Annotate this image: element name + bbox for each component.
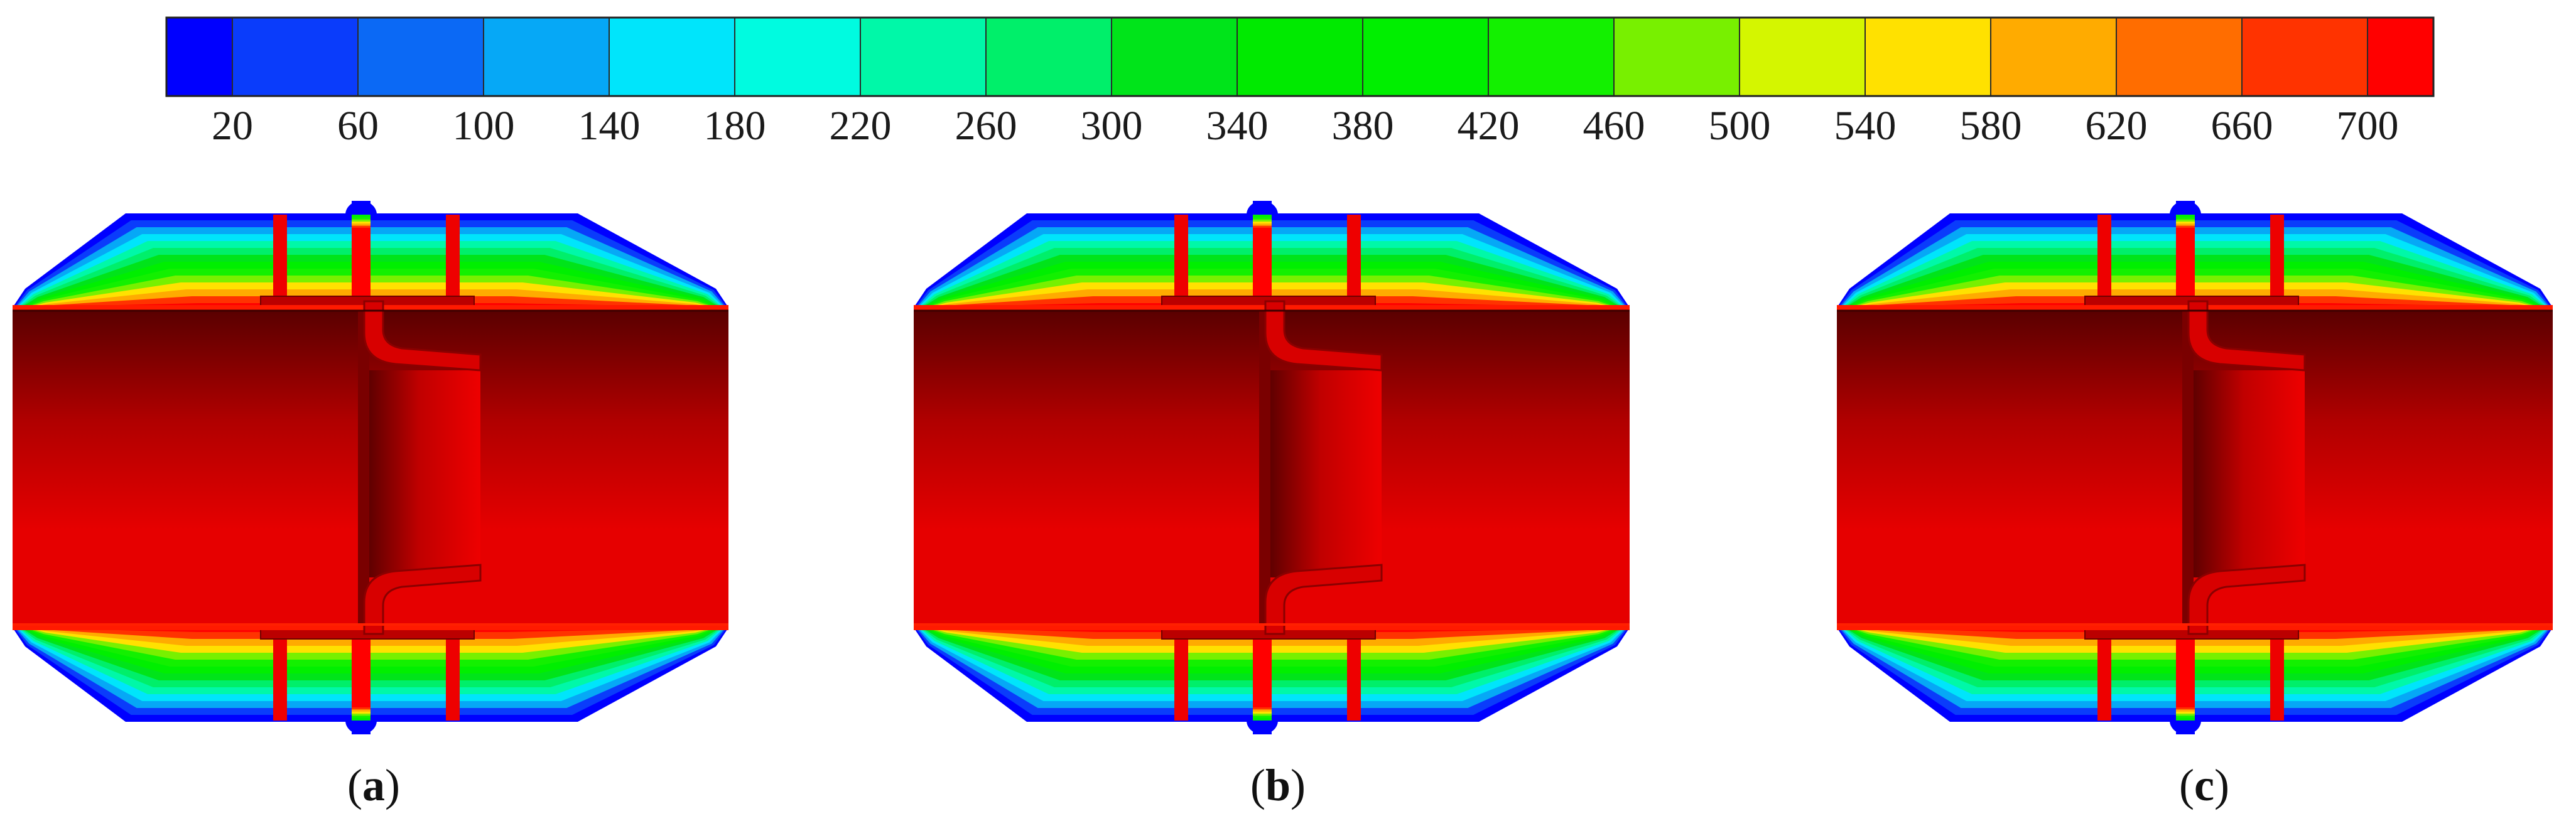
upper-housing <box>13 201 728 311</box>
legend-swatch <box>1111 17 1238 97</box>
lower-hook <box>1264 564 1383 635</box>
legend-tick-label: 620 <box>2085 103 2148 149</box>
temperature-contour-plot <box>914 201 1630 734</box>
lower-hook <box>363 564 482 635</box>
legend-tick-label: 300 <box>1080 103 1143 149</box>
panel-c <box>1837 188 2576 747</box>
top-bump <box>2170 201 2201 215</box>
temperature-contour-plot <box>13 201 728 734</box>
legend-tick-label: 380 <box>1331 103 1394 149</box>
legend-swatch <box>734 17 862 97</box>
legend-tick-label: 580 <box>1959 103 2022 149</box>
legend-tick-label: 700 <box>2336 103 2399 149</box>
legend-tick-label: 140 <box>578 103 641 149</box>
panel-a <box>13 188 760 747</box>
panel-b <box>914 188 1661 747</box>
legend-tick-label: 500 <box>1708 103 1771 149</box>
legend-swatch <box>2241 17 2369 97</box>
legend-swatch <box>232 17 359 97</box>
legend-swatch <box>1488 17 1615 97</box>
legend-swatch <box>1613 17 1741 97</box>
legend-swatch <box>2367 17 2435 97</box>
caption-a: (a) <box>347 760 400 810</box>
legend-swatch <box>483 17 610 97</box>
upper-housing <box>914 201 1630 311</box>
lower-housing <box>1837 624 2553 734</box>
upper-hook <box>363 300 482 372</box>
inner-chamber <box>2182 370 2305 577</box>
caption-c: (c) <box>2179 760 2229 810</box>
legend-swatch <box>2116 17 2243 97</box>
legend-tick-label: 60 <box>337 103 379 149</box>
legend-tick-label: 180 <box>703 103 766 149</box>
legend-tick-label: 20 <box>212 103 253 149</box>
legend-swatch <box>166 17 234 97</box>
legend-swatch <box>1990 17 2118 97</box>
inner-chamber <box>1259 370 1382 577</box>
legend-tick-label: 340 <box>1206 103 1269 149</box>
temperature-contour-plot <box>1837 201 2553 734</box>
inner-chamber <box>358 370 480 577</box>
legend-tick-label: 260 <box>955 103 1017 149</box>
legend-swatch <box>860 17 987 97</box>
bottom-bump <box>1247 721 1278 734</box>
legend-swatch <box>609 17 736 97</box>
legend-tick-label: 420 <box>1457 103 1520 149</box>
legend-swatch <box>985 17 1113 97</box>
bottom-bump <box>2170 721 2201 734</box>
legend-swatch <box>1864 17 1992 97</box>
legend-swatch <box>1237 17 1364 97</box>
legend-swatch <box>357 17 485 97</box>
legend-tick-label: 100 <box>452 103 515 149</box>
legend-tick-label: 540 <box>1834 103 1897 149</box>
top-bump <box>1247 201 1278 215</box>
legend-swatch <box>1739 17 1866 97</box>
lower-housing <box>914 624 1630 734</box>
upper-housing <box>1837 201 2553 311</box>
caption-b: (b) <box>1250 760 1306 810</box>
lower-housing <box>13 624 728 734</box>
upper-hook <box>2187 300 2306 372</box>
lower-hook <box>2187 564 2306 635</box>
bottom-bump <box>345 721 377 734</box>
legend-tick-label: 460 <box>1583 103 1645 149</box>
top-bump <box>345 201 377 215</box>
legend-tick-label: 220 <box>829 103 892 149</box>
color-legend <box>165 16 2435 97</box>
legend-swatch <box>1362 17 1490 97</box>
upper-hook <box>1264 300 1383 372</box>
legend-tick-label: 660 <box>2211 103 2273 149</box>
